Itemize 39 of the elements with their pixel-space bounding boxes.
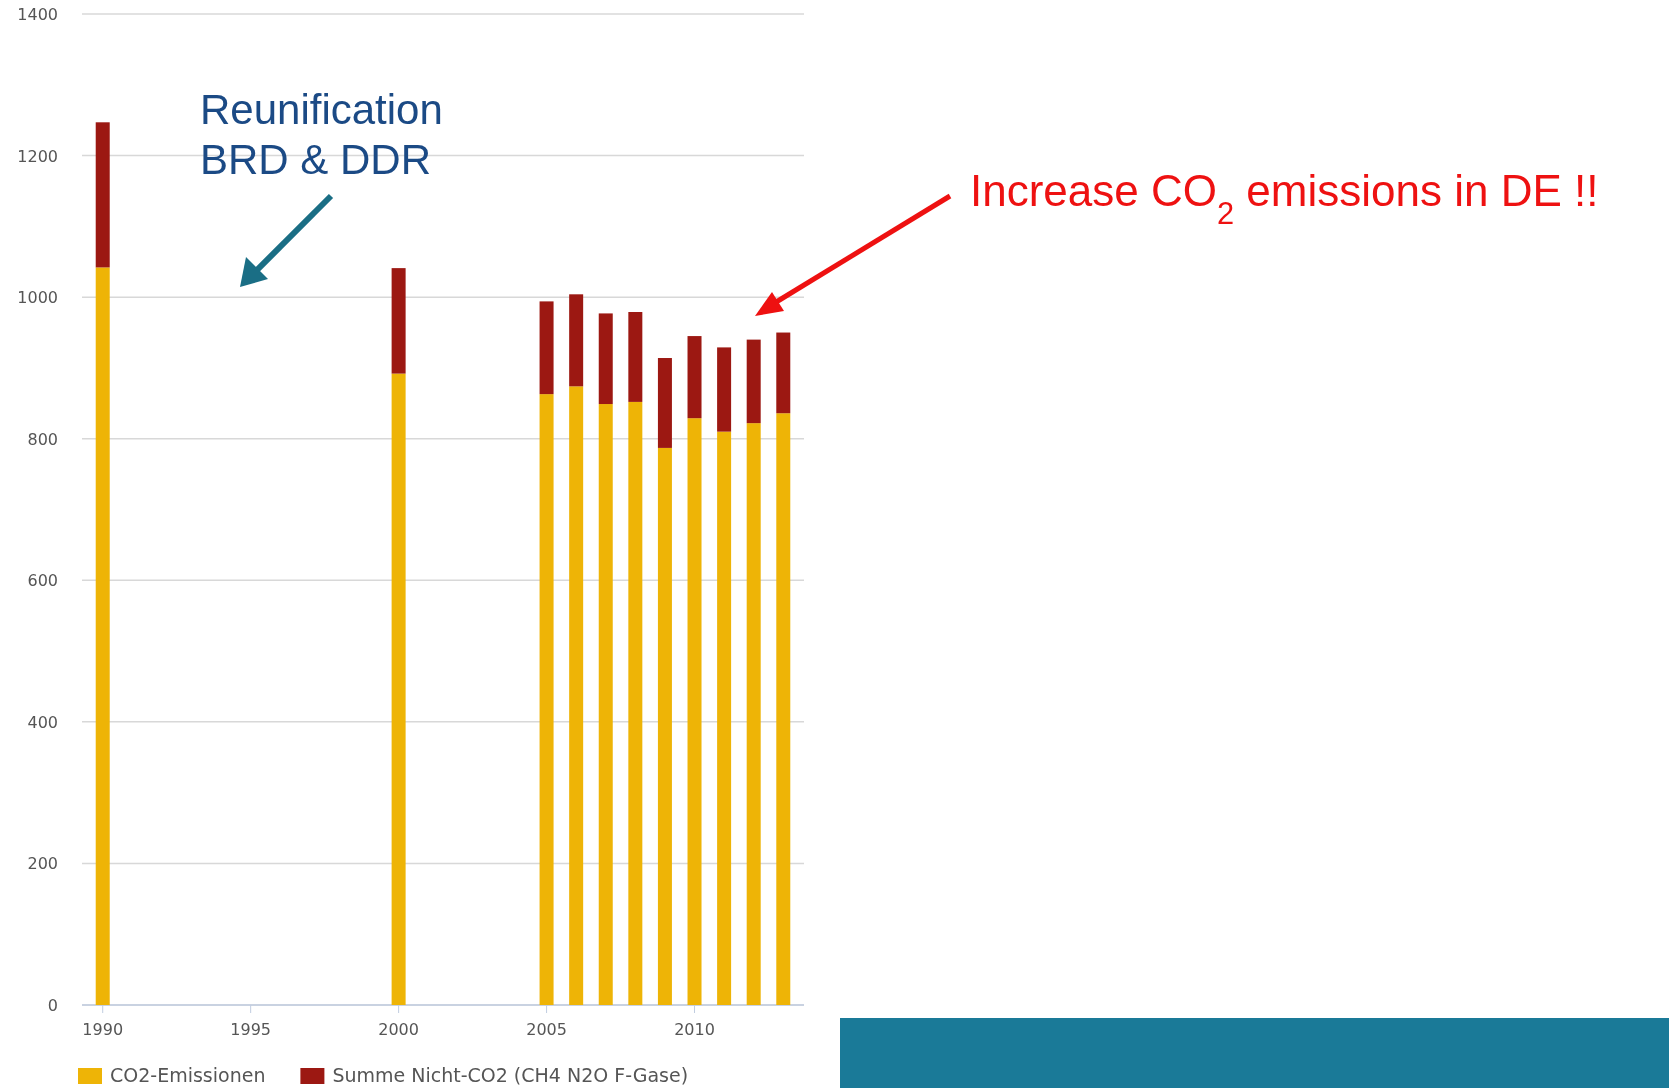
bar xyxy=(539,301,554,395)
bar xyxy=(569,294,584,387)
bar xyxy=(717,431,732,1005)
y-tick-label: 0 xyxy=(47,996,58,1015)
text: Increase CO$_{2}$ emissions in DE !! xyxy=(970,166,1599,231)
bar xyxy=(391,268,406,374)
bar xyxy=(95,122,110,268)
legend-label: CO2-Emissionen xyxy=(110,1064,266,1086)
bar xyxy=(657,447,672,1005)
y-tick-label: 1000 xyxy=(17,288,58,308)
bar xyxy=(687,418,702,1005)
annotation: Reunification BRD & DDR xyxy=(200,86,443,183)
bar xyxy=(598,313,613,405)
y-tick-label: 400 xyxy=(27,712,58,732)
bar xyxy=(776,332,791,414)
bar xyxy=(95,267,110,1005)
bar xyxy=(391,373,406,1005)
x-tick-label: 1990 xyxy=(82,1020,124,1039)
bar xyxy=(687,336,702,419)
bar xyxy=(539,394,554,1005)
y-tick-label: 1400 xyxy=(17,5,58,24)
legend-label: Summe Nicht-CO2 (CH4 N2O F-Gase) xyxy=(332,1064,689,1086)
bar xyxy=(569,386,584,1005)
bar xyxy=(776,413,791,1005)
y-tick-label: 600 xyxy=(27,571,58,591)
y-tick-label: 200 xyxy=(27,854,58,874)
bar xyxy=(717,347,732,432)
bar xyxy=(628,312,643,402)
bar xyxy=(598,404,613,1005)
x-tick-label: 2005 xyxy=(526,1020,567,1039)
x-tick-label: 2000 xyxy=(378,1020,419,1039)
y-tick-label: 800 xyxy=(27,429,58,449)
bar xyxy=(628,401,643,1005)
bar xyxy=(746,423,761,1005)
x-tick-label: 1995 xyxy=(230,1020,272,1039)
y-tick-label: 1200 xyxy=(17,146,58,166)
bar xyxy=(746,339,761,424)
bar xyxy=(657,358,672,448)
x-tick-label: 2010 xyxy=(674,1020,715,1039)
